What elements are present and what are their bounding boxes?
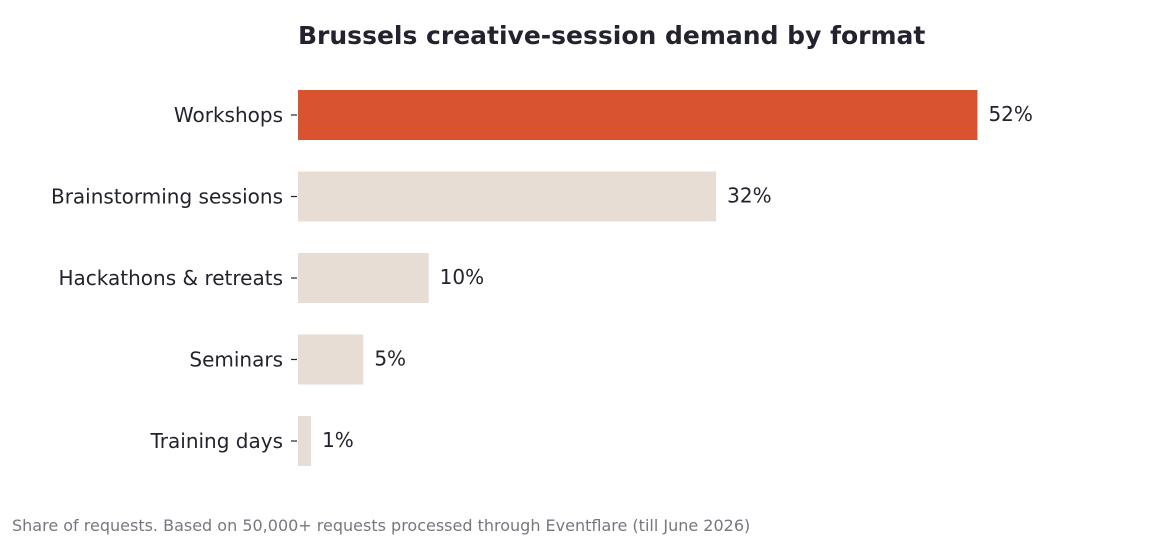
bar-workshops (298, 90, 978, 140)
category-label: Seminars (189, 348, 283, 372)
value-label: 32% (727, 184, 771, 208)
bar-hackathons-retreats (298, 253, 429, 303)
bar-group: Workshops 52% Brainstorming sessions 32% Hac… (51, 90, 1033, 466)
chart-title: Brussels creative-session demand by form… (298, 21, 925, 50)
value-label: 10% (440, 265, 484, 289)
value-label: 1% (322, 428, 354, 452)
category-label: Workshops (174, 103, 283, 127)
value-label: 5% (374, 347, 406, 371)
value-label: 52% (988, 102, 1032, 126)
bar-seminars (298, 334, 364, 385)
bar-brainstorming-sessions (298, 171, 717, 222)
category-label: Brainstorming sessions (51, 185, 283, 209)
category-label: Hackathons & retreats (59, 266, 283, 290)
category-label: Training days (150, 429, 283, 453)
chart-footnote: Share of requests. Based on 50,000+ requ… (12, 516, 750, 535)
bar-training-days (298, 416, 312, 466)
